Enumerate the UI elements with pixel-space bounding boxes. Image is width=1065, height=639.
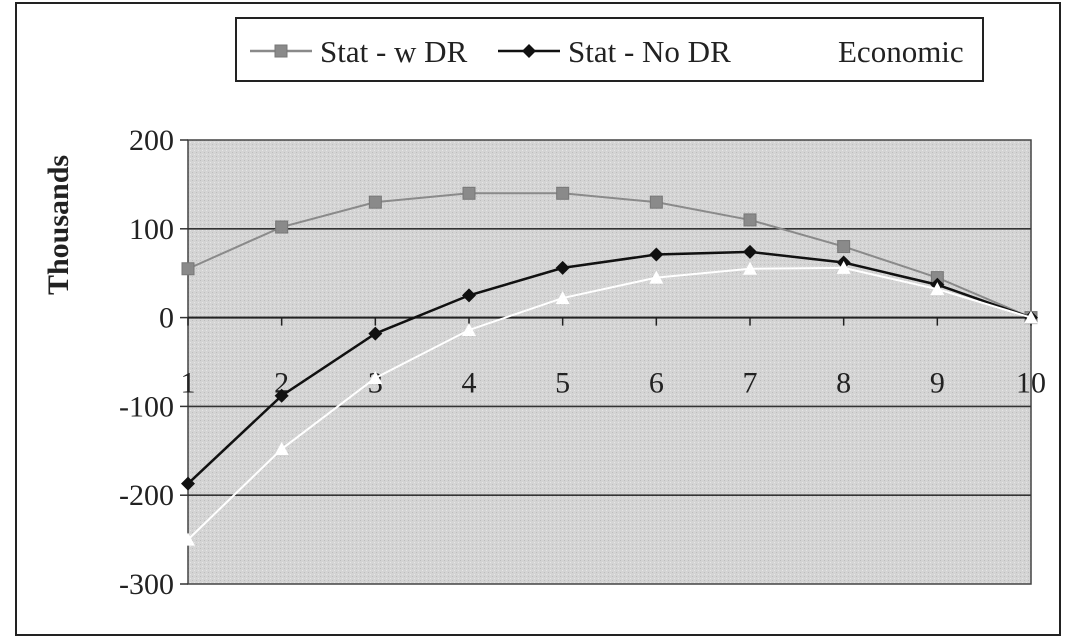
legend-entry: Economic — [768, 34, 964, 69]
data-point — [649, 247, 664, 262]
data-point — [743, 213, 757, 227]
data-point — [462, 323, 476, 337]
x-tick-label: 8 — [836, 367, 851, 400]
data-point — [837, 240, 851, 254]
y-tick-label: 200 — [129, 124, 174, 157]
series-3 — [181, 260, 1038, 546]
x-tick-label: 9 — [930, 367, 945, 400]
series-2 — [181, 244, 1038, 491]
series-layer — [181, 186, 1038, 546]
data-point — [274, 388, 289, 403]
x-tick-label: 7 — [743, 367, 758, 400]
y-tick-label: -300 — [119, 568, 174, 601]
data-point — [743, 261, 757, 275]
x-tick-label: 10 — [1016, 367, 1046, 400]
series-1 — [181, 186, 1038, 325]
data-point — [368, 195, 382, 209]
x-tick-label: 6 — [649, 367, 664, 400]
legend-label: Stat - w DR — [320, 34, 468, 69]
data-point — [462, 288, 476, 303]
data-point — [743, 244, 757, 259]
legend-box — [235, 17, 984, 82]
data-point — [181, 262, 195, 276]
data-point — [368, 326, 383, 341]
x-axis-ticks: 12345678910 — [181, 316, 1046, 400]
data-point — [368, 370, 383, 384]
data-point — [930, 282, 945, 296]
legend-swatch-marker — [792, 44, 806, 57]
x-tick-label: 1 — [181, 367, 196, 400]
data-point — [181, 476, 195, 491]
legend-swatch-marker — [274, 44, 288, 58]
data-point — [1024, 310, 1038, 324]
data-point — [649, 270, 664, 284]
data-point — [181, 532, 195, 546]
y-tick-label: -200 — [119, 479, 174, 512]
y-axis-label: Thousands — [42, 155, 75, 295]
y-tick-label: -100 — [119, 390, 174, 423]
x-tick-label: 4 — [462, 367, 477, 400]
legend-entry: Stat - w DR — [250, 34, 468, 69]
data-point — [556, 186, 570, 200]
series-line — [187, 266, 1032, 541]
y-axis-ticks: 200 100 0 -100 -200 -300 — [119, 124, 188, 601]
data-point — [275, 220, 289, 234]
legend-label: Stat - No DR — [568, 34, 731, 69]
data-point — [555, 291, 570, 305]
legend: Stat - w DR Stat - No DR Economic — [235, 17, 984, 82]
legend-label: Economic — [838, 34, 964, 69]
series-line — [187, 250, 1032, 485]
y-tick-label: 0 — [159, 302, 174, 335]
data-point — [555, 260, 570, 275]
legend-entry: Stat - No DR — [498, 34, 731, 69]
series-line — [187, 192, 1032, 319]
data-point — [462, 186, 476, 200]
legend-swatch-marker — [522, 44, 536, 58]
x-tick-label: 2 — [274, 367, 289, 400]
data-point — [649, 195, 663, 209]
y-tick-label: 100 — [129, 213, 174, 246]
data-point — [836, 260, 851, 274]
plot-area — [187, 139, 1032, 585]
x-tick-label: 5 — [555, 367, 570, 400]
data-point — [274, 442, 289, 456]
